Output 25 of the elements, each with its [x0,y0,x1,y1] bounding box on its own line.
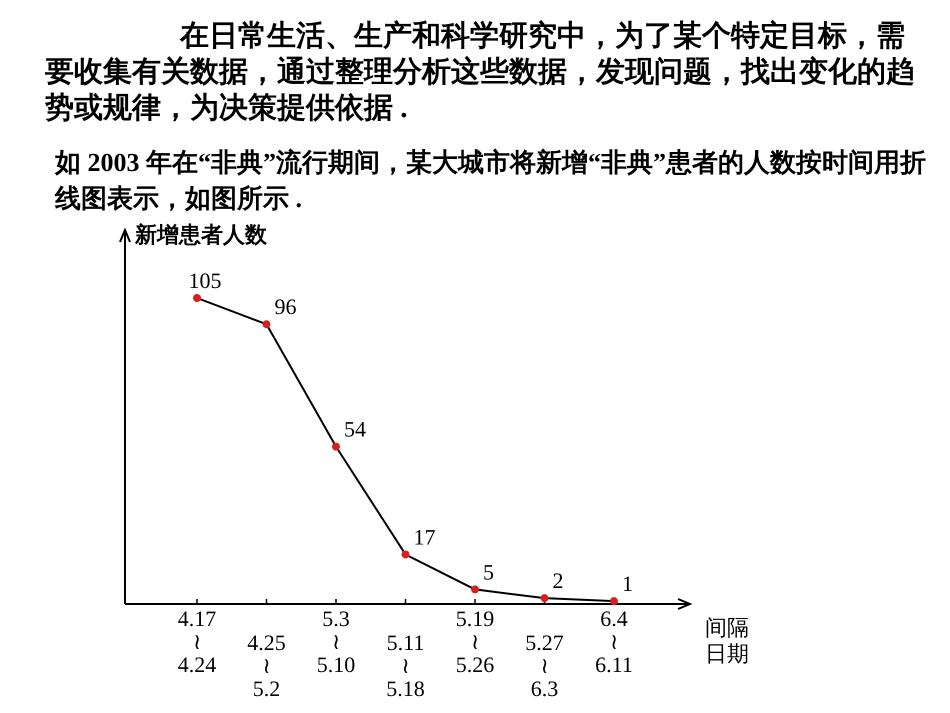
data-label: 1 [622,571,633,596]
x-tick-label: 4.25 ≀ 5.2 [247,630,286,701]
point [610,597,618,606]
x-tick-label: 5.19 ≀ 5.26 [456,606,494,677]
data-label: 96 [274,294,296,320]
data-label: 105 [188,268,222,293]
point [402,550,410,558]
x-tick-label: 4.17 ≀ 4.24 [178,606,216,677]
chart-subtitle: 如 2003 年在“非典”流行期间，某大城市将新增“非典”患者的人数按时间用折线图表示，如图所示 . [55,147,927,215]
x-tick-label: 5.3 ≀ 5.10 [316,606,356,677]
point [193,294,201,302]
x-tick-label: 5.27 ≀ 6.3 [525,630,564,701]
point [471,585,479,594]
data-label: 17 [414,524,436,550]
data-label: 5 [483,559,494,584]
x-axis-title: 间隔日期 [705,616,749,667]
data-label: 54 [344,416,366,442]
point [262,320,270,328]
point [332,442,340,451]
data-label: 2 [552,568,564,594]
x-tick-label: 5.11 ≀ 5.18 [386,630,425,701]
x-tick-label: 6.4 ≀ 6.11 [595,606,633,677]
y-axis-title: 新增患者人数 [134,222,268,248]
chart-title: 在日常生活、生产和科学研究中，为了某个特定目标，需要收集有关数据，通过整理分析这些数据，发现问题，找出变化的趋势或规律，为决策提供依据 . [45,18,916,126]
point [540,594,548,602]
